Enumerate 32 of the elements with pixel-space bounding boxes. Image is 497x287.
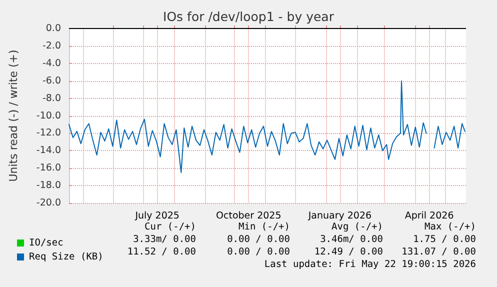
text: 3.46m/ 0.00: [320, 234, 384, 245]
x-tick-label: July 2025: [134, 210, 180, 222]
y-axis-title: Units read (-) / write (+): [7, 50, 20, 182]
y-tick-label: -2.0: [42, 40, 61, 52]
legend-label: Req Size (KB): [29, 252, 104, 262]
legend-label: IO/sec: [29, 238, 64, 248]
x-tick-label: January 2026: [307, 210, 372, 222]
text: Cur (-/+): [144, 222, 196, 232]
y-tick-label: -8.0: [42, 92, 61, 104]
text: Last update: Fri May 22 19:00:15 2026: [264, 259, 476, 270]
text: 11.52 / 0.00: [127, 246, 196, 258]
text: 131.07 / 0.00: [402, 246, 476, 258]
x-tick-label: April 2026: [404, 210, 454, 222]
chart-title: IOs for /dev/loop1 - by year: [163, 9, 335, 24]
text: 0.00 / 0.00: [227, 234, 290, 245]
y-tick-label: -10.0: [36, 110, 61, 122]
text: Max (-/+): [424, 222, 476, 232]
text: 1.75 / 0.00: [413, 234, 476, 245]
y-tick-label: -12.0: [36, 128, 61, 139]
y-tick-label: -6.0: [42, 75, 61, 86]
y-tick-label: -16.0: [36, 162, 61, 174]
y-tick-label: -20.0: [36, 198, 61, 208]
y-tick-label: 0.0: [46, 23, 61, 34]
text: 12.49 / 0.00: [314, 246, 384, 258]
y-tick-label: -14.0: [36, 145, 61, 156]
text: Min (-/+): [238, 222, 290, 232]
x-tick-label: October 2025: [216, 210, 282, 222]
y-tick-label: -4.0: [42, 58, 61, 69]
y-tick-label: -18.0: [36, 180, 61, 192]
text: 0.00 / 0.00: [227, 246, 290, 258]
text: 3.33m/ 0.00: [133, 234, 196, 245]
text: Avg (-/+): [332, 222, 384, 232]
